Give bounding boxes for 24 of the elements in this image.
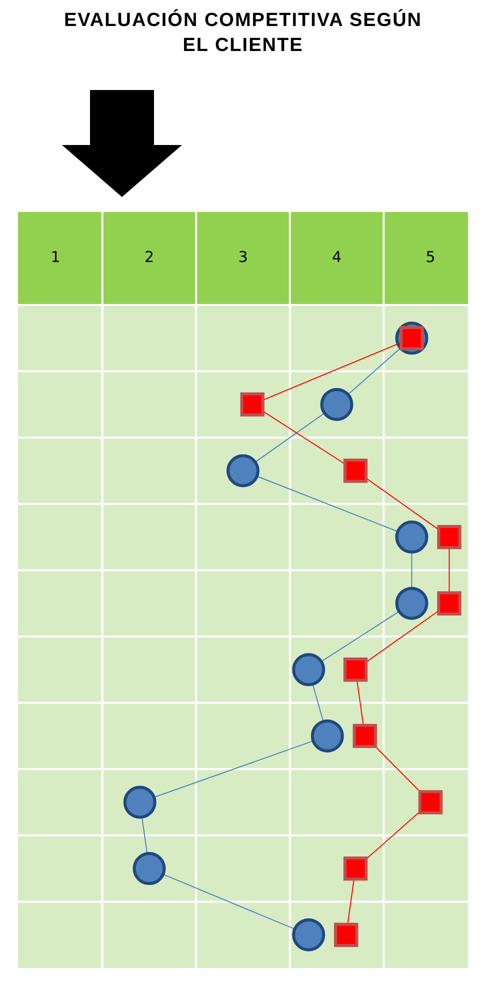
point	[343, 658, 368, 682]
point	[395, 520, 428, 554]
x-tick-label: 4	[332, 248, 342, 266]
point	[292, 918, 326, 952]
point	[395, 586, 428, 620]
point	[437, 524, 462, 550]
point	[320, 388, 354, 421]
point	[352, 724, 377, 748]
point	[343, 458, 368, 483]
point	[292, 653, 326, 686]
point	[343, 856, 368, 881]
point	[123, 786, 156, 819]
point	[226, 454, 260, 488]
x-tick-label: 1	[50, 248, 60, 266]
point	[240, 392, 264, 417]
x-tick-label: 2	[144, 248, 154, 266]
chart-title: EVALUACIÓN COMPETITIVA SEGÚN EL CLIENTE	[62, 8, 424, 58]
point	[310, 719, 344, 752]
point	[334, 922, 358, 947]
point	[132, 852, 166, 886]
x-tick-label: 3	[238, 248, 248, 266]
point	[418, 790, 443, 814]
x-tick-label: 5	[426, 248, 436, 266]
point	[437, 591, 462, 616]
